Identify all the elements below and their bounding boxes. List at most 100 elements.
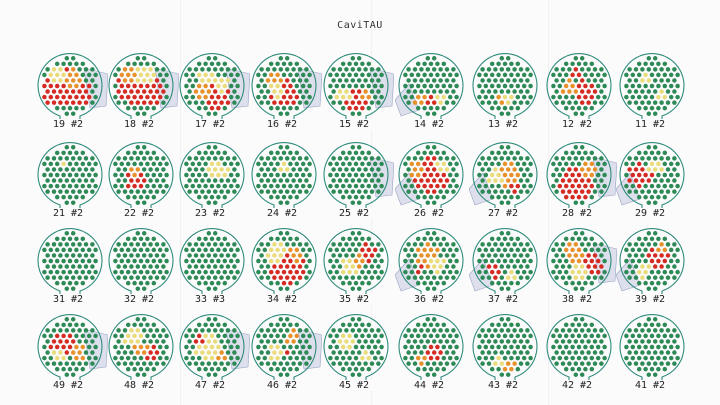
cell-dot [499, 89, 505, 94]
cell-dot [438, 264, 443, 269]
cell-dot [589, 236, 595, 242]
cell-dot [235, 183, 240, 189]
cell-dot [297, 253, 303, 258]
cell-dot [646, 253, 652, 258]
cell-dot [275, 61, 280, 67]
cell-dot [576, 258, 582, 264]
cell-dot [328, 247, 333, 253]
cell-dot [428, 72, 434, 78]
cell-dot [278, 317, 284, 322]
cell-dot [135, 317, 141, 322]
cell-dot [356, 339, 362, 344]
cell-dot [135, 242, 141, 247]
cell-dot [589, 366, 595, 372]
cell-dot [70, 156, 76, 161]
cell-dot [415, 333, 421, 339]
cavity-label: 33 #3 [186, 294, 234, 305]
cell-dot [340, 194, 346, 200]
cell-dot [265, 275, 271, 280]
cell-dot [200, 328, 205, 333]
cell-dot [515, 258, 521, 264]
cell-dot [51, 89, 57, 94]
cell-dot [203, 94, 208, 100]
cell-dot [376, 328, 381, 333]
cell-dot [331, 89, 336, 94]
cell-dot [589, 94, 595, 100]
cell-dot [232, 253, 237, 258]
cell-dot [135, 100, 141, 105]
cell-dot [61, 366, 66, 372]
cell-dot [206, 78, 212, 83]
cell-dot [454, 94, 459, 100]
cell-dot [119, 269, 125, 275]
cell-dot [489, 280, 495, 286]
cell-dot [340, 269, 346, 275]
cell-dot [419, 67, 424, 72]
cell-dot [93, 94, 98, 100]
cell-dot [428, 247, 434, 253]
cell-dot [157, 247, 163, 253]
cell-dot [356, 317, 362, 322]
cell-dot [557, 161, 563, 167]
cell-dot [366, 183, 372, 189]
cell-dot [515, 333, 521, 339]
cell-dot [595, 172, 601, 178]
cell-dot [154, 78, 160, 83]
cell-dot [646, 145, 652, 150]
cell-dot [425, 317, 431, 322]
cell-dot [77, 67, 82, 72]
cell-dot [431, 156, 437, 161]
cell-dot [48, 269, 54, 275]
cell-dot [563, 172, 569, 178]
cell-dot [328, 344, 333, 350]
cell-dot [509, 94, 514, 100]
cell-dot [659, 242, 664, 247]
cell-dot [135, 275, 141, 280]
cell-dot [138, 247, 144, 253]
cell-dot [297, 361, 303, 366]
cell-dot [119, 161, 125, 167]
cell-dot [67, 333, 73, 339]
cell-dot [288, 194, 293, 200]
cell-dot [116, 275, 121, 280]
cell-dot [486, 67, 492, 72]
cavity-label: 34 #2 [258, 294, 306, 305]
cell-dot [141, 361, 147, 366]
cell-dot [141, 67, 147, 72]
cell-dot [353, 333, 359, 339]
cell-dot [272, 350, 277, 355]
cell-dot [51, 242, 57, 247]
cell-dot [425, 67, 431, 72]
cell-dot [70, 111, 76, 116]
cell-dot [589, 269, 595, 275]
cell-dot [595, 161, 601, 167]
cell-dot [216, 172, 221, 178]
cell-dot [161, 78, 166, 83]
cell-dot [196, 333, 202, 339]
cell-dot [119, 72, 125, 78]
cell-dot [281, 366, 287, 372]
cell-dot [403, 72, 408, 78]
cell-dot [422, 322, 427, 328]
cell-dot [80, 94, 86, 100]
cell-dot [599, 242, 604, 247]
cell-dot [403, 258, 408, 264]
cell-dot [425, 328, 431, 333]
cell-dot [409, 333, 415, 339]
cell-dot [141, 100, 147, 105]
cell-dot [656, 183, 661, 189]
cell-dot [58, 339, 63, 344]
cell-dot [646, 286, 652, 291]
cell-dot [586, 100, 591, 105]
cell-dot [431, 253, 437, 258]
cell-dot [157, 258, 163, 264]
cell-dot [235, 172, 240, 178]
cell-dot [161, 167, 166, 172]
cell-dot [304, 242, 309, 247]
cell-dot [77, 328, 82, 333]
cell-dot [281, 344, 287, 350]
cavity-label: 45 #2 [330, 380, 378, 391]
cell-dot [659, 167, 664, 172]
cell-dot [659, 156, 664, 161]
cell-dot [425, 361, 431, 366]
